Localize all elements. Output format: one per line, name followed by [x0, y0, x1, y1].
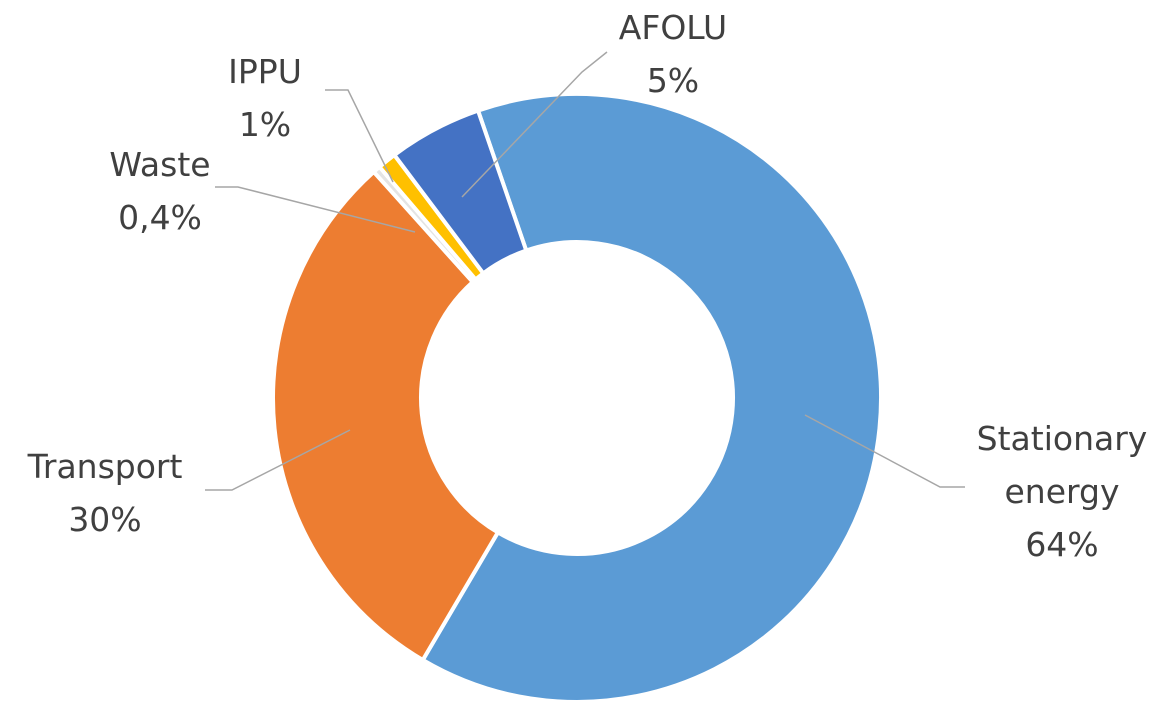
value-label: 1%: [238, 105, 292, 144]
category-label: IPPU: [228, 52, 302, 91]
leader-line: [325, 89, 394, 183]
data-label: IPPU 1%: [115, 45, 415, 151]
category-label: Stationary energy: [976, 419, 1148, 511]
leader-line: [461, 51, 608, 198]
value-label: 30%: [68, 500, 142, 539]
leader-lines: [205, 51, 965, 491]
value-label: 64%: [1025, 525, 1099, 564]
data-label: AFOLU 5%: [523, 1, 823, 107]
data-label: Waste 0,4%: [10, 138, 310, 244]
value-label: 5%: [646, 61, 700, 100]
category-label: Waste: [109, 145, 211, 184]
leader-line: [804, 414, 965, 488]
category-label: AFOLU: [618, 8, 728, 47]
data-label: Stationary energy 64%: [972, 412, 1152, 571]
leader-line: [205, 429, 351, 491]
leader-line: [215, 186, 416, 233]
category-label: Transport: [27, 447, 183, 486]
data-label: Transport 30%: [0, 440, 255, 546]
donut-slice: [391, 108, 529, 277]
value-label: 0,4%: [118, 198, 202, 237]
donut-slice: [271, 169, 501, 663]
slices: [271, 92, 883, 701]
